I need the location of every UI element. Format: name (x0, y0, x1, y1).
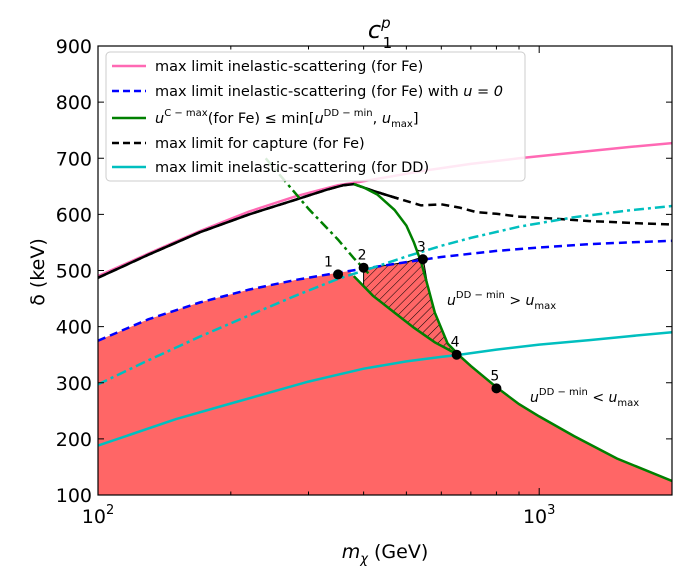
green-lower-branch (352, 275, 461, 357)
legend: max limit inelastic-scattering (for Fe) … (105, 51, 526, 182)
legend-label-ucmax: uC − max(for Fe) ≤ min[uDD − min, umax] (155, 108, 419, 130)
marker-point-4 (451, 349, 462, 360)
marker-label-4: 4 (451, 335, 460, 351)
series-line-5 (98, 204, 672, 386)
y-tick-label: 500 (56, 261, 92, 283)
chart-title: cp 1 (368, 14, 392, 52)
y-tick-label: 800 (56, 92, 92, 114)
plot-frame (97, 45, 673, 496)
y-tick-label: 400 (56, 317, 92, 339)
series-line-6 (264, 157, 370, 275)
marker-label-3: 3 (417, 239, 426, 255)
legend-label-fe-u0: max limit inelastic-scattering (for Fe) … (155, 84, 503, 100)
y-tick-label: 200 (56, 429, 92, 451)
legend-label-fe: max limit inelastic-scattering (for Fe) (155, 59, 423, 75)
marker-label-5: 5 (490, 368, 499, 384)
marker-label-2: 2 (358, 248, 367, 264)
series-line-3 (98, 182, 399, 279)
series-line-7 (353, 182, 672, 483)
marker-point-2 (358, 262, 369, 273)
x-tick-label: 102 (82, 503, 114, 528)
y-tick-label: 300 (56, 373, 92, 395)
y-axis-label: δ (keV) (27, 238, 49, 306)
series-line-4 (98, 330, 672, 447)
y-tick-label: 600 (56, 204, 92, 226)
series-line-1 (98, 239, 672, 342)
annotation-dd-less: uDD − min < umax (530, 387, 639, 409)
y-tick-label: 100 (56, 485, 92, 507)
allowed-region-fill (98, 271, 672, 495)
marker-point-1 (333, 269, 344, 280)
legend-label-dd: max limit inelastic-scattering (for DD) (155, 160, 429, 176)
marker-point-5 (491, 383, 502, 394)
marker-point-3 (417, 254, 428, 265)
x-tick-label: 103 (523, 503, 555, 528)
series-line-2 (98, 182, 672, 279)
y-tick-label: 900 (56, 36, 92, 58)
x-axis-label: mχ (GeV) (342, 541, 429, 567)
marker-label-1: 1 (324, 254, 333, 270)
annotation-dd-greater: uDD − min > umax (447, 290, 556, 312)
legend-label-capture: max limit for capture (for Fe) (155, 136, 365, 152)
y-tick-label: 700 (56, 148, 92, 170)
